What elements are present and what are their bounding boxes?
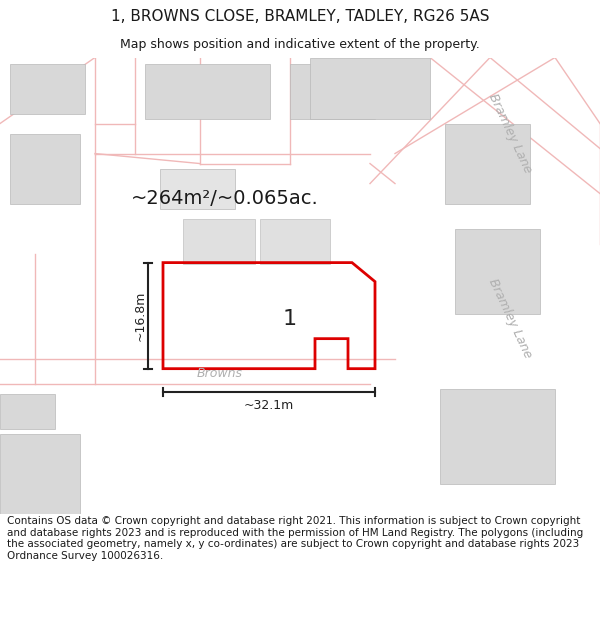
Text: Bramley Lane: Bramley Lane bbox=[486, 277, 534, 361]
Polygon shape bbox=[0, 394, 55, 429]
Text: 1: 1 bbox=[283, 309, 297, 329]
Text: ~32.1m: ~32.1m bbox=[244, 399, 294, 412]
Polygon shape bbox=[10, 134, 80, 204]
Polygon shape bbox=[10, 64, 85, 114]
Polygon shape bbox=[0, 434, 80, 514]
Text: 1, BROWNS CLOSE, BRAMLEY, TADLEY, RG26 5AS: 1, BROWNS CLOSE, BRAMLEY, TADLEY, RG26 5… bbox=[111, 9, 489, 24]
Text: Browns: Browns bbox=[197, 367, 243, 380]
Text: Contains OS data © Crown copyright and database right 2021. This information is : Contains OS data © Crown copyright and d… bbox=[7, 516, 583, 561]
Text: ~16.8m: ~16.8m bbox=[133, 291, 146, 341]
Polygon shape bbox=[455, 229, 540, 314]
Polygon shape bbox=[440, 389, 555, 484]
Polygon shape bbox=[160, 169, 235, 209]
Polygon shape bbox=[260, 219, 330, 264]
Polygon shape bbox=[183, 219, 255, 264]
Polygon shape bbox=[445, 124, 530, 204]
Text: Map shows position and indicative extent of the property.: Map shows position and indicative extent… bbox=[120, 38, 480, 51]
Polygon shape bbox=[145, 64, 270, 119]
Polygon shape bbox=[290, 64, 375, 119]
Text: Bramley Lane: Bramley Lane bbox=[486, 92, 534, 176]
Text: ~264m²/~0.065ac.: ~264m²/~0.065ac. bbox=[131, 189, 319, 208]
Polygon shape bbox=[310, 58, 430, 119]
